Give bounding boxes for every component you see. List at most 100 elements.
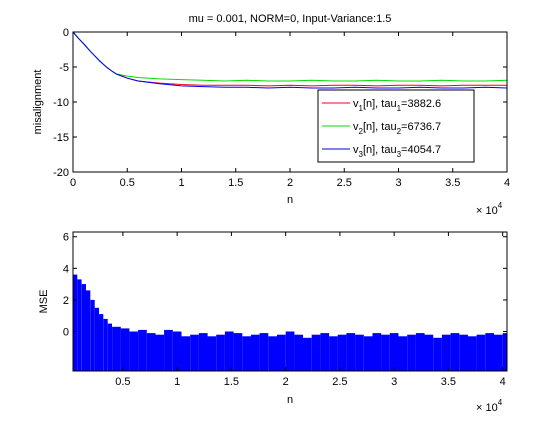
mse-bar bbox=[294, 334, 303, 371]
x-tick-label-top: 3 bbox=[395, 177, 401, 189]
x-axis-label-top: n bbox=[287, 194, 293, 206]
mse-bar bbox=[103, 318, 108, 371]
mse-bar bbox=[99, 314, 104, 371]
mse-bar bbox=[476, 334, 486, 371]
legend-label-part: v bbox=[353, 98, 359, 110]
legend-label-part: 3 bbox=[359, 150, 364, 159]
y-tick-label-bottom: 0 bbox=[63, 327, 69, 339]
mse-bar bbox=[277, 334, 286, 371]
mse-bar bbox=[155, 334, 165, 371]
legend: v1[n], tau1=3882.6v2[n], tau2=6736.7v3[n… bbox=[317, 89, 475, 163]
y-tick-label-bottom: 4 bbox=[63, 263, 69, 275]
mse-bar bbox=[355, 334, 364, 371]
mse-bar bbox=[372, 333, 382, 371]
x-tick-label-top: 1.5 bbox=[228, 177, 243, 189]
mse-bar bbox=[120, 328, 130, 371]
mse-bar bbox=[164, 329, 173, 371]
mse-bar bbox=[146, 333, 156, 371]
mse-bar bbox=[86, 290, 91, 371]
x-exponent-power-top: 4 bbox=[498, 201, 503, 210]
mse-bar bbox=[216, 334, 225, 371]
x-tick-label-bottom: 3 bbox=[391, 376, 397, 388]
mse-bar bbox=[190, 334, 199, 371]
series-line-3 bbox=[72, 31, 508, 89]
legend-label-part: 2 bbox=[359, 127, 364, 136]
y-tick-label-top: -15 bbox=[53, 132, 69, 144]
y-tick-label-bottom: 2 bbox=[63, 295, 69, 307]
mse-bar bbox=[311, 334, 321, 371]
x-tick-label-bottom: 2.5 bbox=[332, 376, 347, 388]
series-group-top bbox=[72, 31, 508, 89]
mse-bar bbox=[502, 333, 507, 371]
y-tick-label-top: 0 bbox=[63, 27, 69, 39]
x-tick-label-bottom: 4 bbox=[500, 376, 506, 388]
mse-bar bbox=[207, 336, 217, 372]
mse-bar bbox=[363, 336, 373, 372]
legend-label-part: 2 bbox=[397, 127, 402, 136]
legend-label-part: =3882.6 bbox=[401, 98, 441, 110]
legend-label-part: [n], tau bbox=[363, 144, 397, 156]
mse-bar bbox=[250, 334, 260, 371]
y-axis-label-bottom: MSE bbox=[38, 290, 50, 314]
legend-label-part: =6736.7 bbox=[401, 121, 441, 133]
x-tick-label-bottom: 1 bbox=[174, 376, 180, 388]
mse-bar bbox=[138, 329, 147, 371]
x-tick-label-top: 3.5 bbox=[445, 177, 460, 189]
mse-bar bbox=[329, 336, 338, 372]
mse-bar bbox=[172, 331, 182, 371]
mse-bar bbox=[433, 337, 442, 371]
legend-label-1: v1[n], tau1=3882.6 bbox=[353, 98, 441, 113]
mse-bar bbox=[285, 331, 295, 371]
chart-title: mu = 0.001, NORM=0, Input-Variance:1.5 bbox=[189, 13, 392, 25]
mse-bar bbox=[494, 334, 503, 371]
x-tick-label-top: 4 bbox=[504, 177, 510, 189]
x-tick-label-bottom: 2 bbox=[283, 376, 289, 388]
axes-box-bottom bbox=[72, 231, 508, 372]
mse-bar bbox=[90, 299, 95, 371]
legend-label-part: v bbox=[353, 121, 359, 133]
legend-label-part: 3 bbox=[397, 150, 402, 159]
mse-bar bbox=[346, 333, 356, 371]
mse-bar bbox=[77, 279, 82, 371]
mse-bar bbox=[81, 284, 86, 371]
legend-label-part: 1 bbox=[397, 104, 402, 113]
mse-bar bbox=[112, 326, 121, 371]
x-exponent-top: × 104 bbox=[476, 201, 503, 217]
x-tick-label-top: 0.5 bbox=[120, 177, 135, 189]
mse-bar bbox=[224, 331, 234, 371]
y-tick-label-top: -20 bbox=[53, 167, 69, 179]
x-tick-label-top: 1 bbox=[178, 177, 184, 189]
y-tick-label-top: -5 bbox=[59, 62, 69, 74]
x-tick-label-top: 2.5 bbox=[337, 177, 352, 189]
x-tick-label-top: 2 bbox=[287, 177, 293, 189]
legend-label-part: v bbox=[353, 144, 359, 156]
x-exponent-power-bottom: 4 bbox=[498, 398, 503, 407]
mse-bar bbox=[242, 336, 251, 372]
mse-bar bbox=[320, 333, 330, 371]
mse-bar bbox=[424, 334, 434, 371]
y-tick-label-top: -10 bbox=[53, 97, 69, 109]
legend-label-part: [n], tau bbox=[363, 98, 397, 110]
mse-bar bbox=[467, 336, 477, 372]
mse-bar bbox=[259, 333, 269, 371]
mse-bar bbox=[268, 336, 277, 372]
mse-bar bbox=[450, 333, 460, 371]
mse-bar bbox=[129, 331, 139, 371]
x-axis-label-bottom: n bbox=[287, 394, 293, 406]
y-tick-label-bottom: 6 bbox=[63, 232, 69, 244]
x-tick-label-bottom: 0.5 bbox=[115, 376, 130, 388]
x-tick-label-bottom: 1.5 bbox=[224, 376, 239, 388]
mse-bar bbox=[441, 334, 451, 371]
mse-bar bbox=[233, 333, 243, 371]
legend-box bbox=[317, 89, 475, 163]
mse-bar bbox=[415, 333, 425, 371]
legend-label-part: =4054.7 bbox=[401, 144, 441, 156]
x-exponent-bottom: × 104 bbox=[476, 398, 503, 414]
mse-bar bbox=[198, 333, 208, 371]
legend-label-part: 1 bbox=[359, 104, 364, 113]
legend-label-2: v2[n], tau2=6736.7 bbox=[353, 121, 441, 136]
mse-bar bbox=[381, 334, 390, 371]
mse-bar bbox=[398, 336, 408, 372]
mse-bar bbox=[407, 334, 416, 371]
